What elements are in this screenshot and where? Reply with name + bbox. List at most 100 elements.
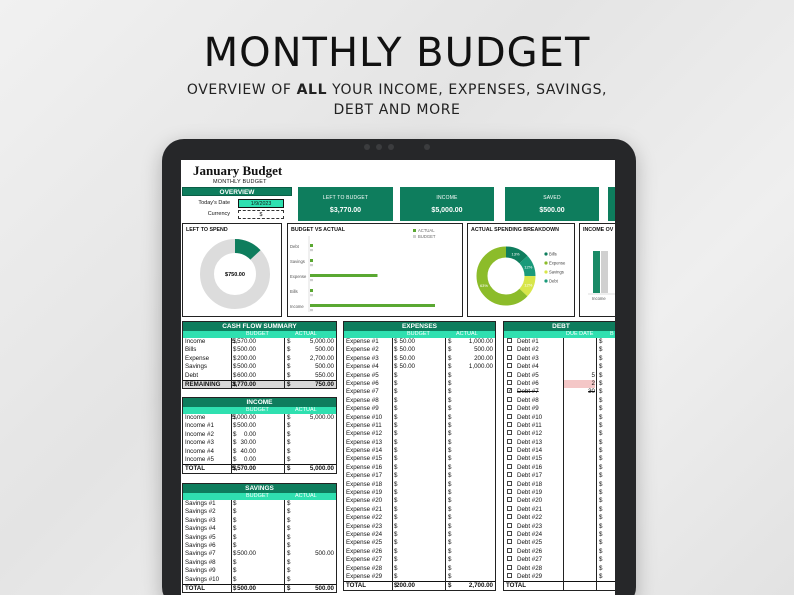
table-row[interactable]: Expense #27 $ $ [344,556,495,564]
budget-cell[interactable]: 0.00 [243,455,256,463]
table-row[interactable]: Expense #7 $ $ [344,388,495,396]
budget-cell[interactable]: 50.00 [399,363,415,371]
table-row[interactable]: Expense #20 $ $ [344,497,495,505]
checkbox[interactable] [507,514,512,520]
table-row[interactable]: Expense #25 $ $ [344,539,495,547]
actual-cell[interactable]: 500.00 [315,346,334,354]
table-row[interactable]: Debt #28 $ [504,564,615,573]
table-row[interactable]: Expense #3 $50.00 $200.00 [344,355,495,363]
budget-cell[interactable]: 500.00 [237,346,256,354]
checkbox[interactable] [507,438,512,444]
table-row[interactable]: Debt $600.00 $550.00 [183,372,336,380]
table-row[interactable]: Expense #2 $50.00 $500.00 [344,346,495,354]
table-row[interactable]: Debt #9 $ [504,405,615,413]
table-row[interactable]: Savings #7 $500.00 $500.00 [183,550,336,558]
checkbox[interactable] [507,338,512,343]
checkbox[interactable] [507,354,512,360]
checkbox[interactable] [507,346,512,352]
table-row[interactable]: Debt #16 $ [504,463,615,472]
actual-cell[interactable]: 5,000.00 [309,338,334,345]
table-row[interactable]: Expense #9 $ $ [344,405,495,413]
table-row[interactable]: Expense #23 $ $ [344,523,495,531]
table-row[interactable]: Debt #18 $ [504,480,615,489]
due-date-cell[interactable]: 5 [591,371,595,379]
checkbox[interactable] [507,455,512,461]
budget-cell[interactable]: 40.00 [240,447,256,455]
table-row[interactable]: Expense #19 $ $ [344,489,495,497]
actual-cell[interactable]: 500.00 [474,346,493,354]
budget-cell[interactable]: 500.00 [237,422,256,430]
table-row[interactable]: Debt #29 $ [504,572,615,581]
table-row[interactable]: Debt #13 $ [504,438,615,447]
table-row[interactable]: Income #2 $0.00 $ [183,431,336,439]
checkbox[interactable] [507,413,512,419]
table-row[interactable]: Debt #8 $ [504,396,615,405]
table-row[interactable]: Debt #21 $ [504,505,615,514]
table-row[interactable]: Savings #3 $ $ [183,517,336,525]
table-row[interactable]: Debt #19 $ [504,489,615,497]
budget-cell[interactable]: 600.00 [237,371,256,379]
budget-cell[interactable]: 50.00 [399,338,415,345]
table-row[interactable]: Expense #8 $ $ [344,397,495,405]
checkbox[interactable] [507,480,512,486]
actual-cell[interactable]: 550.00 [315,371,334,379]
table-row[interactable]: Expense #11 $ $ [344,422,495,430]
checkbox[interactable] [507,379,512,385]
table-row[interactable]: Savings #2 $ $ [183,508,336,516]
actual-cell[interactable]: 200.00 [474,354,493,362]
actual-cell[interactable]: 500.00 [315,550,334,558]
table-row[interactable]: Expense #6 $ $ [344,380,495,388]
table-row[interactable]: Debt #10 $ [504,413,615,422]
table-row[interactable]: Income #5 $0.00 $ [183,456,336,464]
budget-cell[interactable]: 0.00 [243,430,256,438]
table-row[interactable]: Expense #18 $ $ [344,481,495,489]
table-row[interactable]: Savings $500.00 $500.00 [183,363,336,371]
table-row[interactable]: Debt #1 $ [504,338,615,346]
table-row[interactable]: Debt #3 $ [504,354,615,363]
due-date-cell[interactable]: 2 [563,379,595,389]
budget-cell[interactable]: 500.00 [237,550,256,558]
date-input[interactable]: 1/9/2023 [238,199,284,208]
checkbox[interactable]: ✓ [507,388,513,395]
table-row[interactable]: Savings #10 $ $ [183,576,336,584]
budget-cell[interactable]: 5,570.00 [231,338,256,345]
table-row[interactable]: Expense #21 $ $ [344,506,495,514]
table-row[interactable]: Debt #6 2 $ [504,379,615,389]
table-row[interactable]: ✓ Debt #7 30 $ [504,388,615,396]
table-row[interactable]: Debt #2 $ [504,346,615,354]
table-row[interactable]: Expense $200.00 $2,700.00 [183,355,336,363]
table-row[interactable]: Savings #9 $ $ [183,567,336,575]
table-row[interactable]: Debt #23 $ [504,522,615,531]
table-row[interactable]: Debt #15 $ [504,455,615,463]
checkbox[interactable] [507,497,512,503]
table-row[interactable]: Expense #14 $ $ [344,447,495,455]
table-row[interactable]: Income $5,000.00 $5,000.00 [183,414,336,422]
actual-cell[interactable]: 5,000.00 [309,414,334,421]
table-row[interactable]: Income #1 $500.00 $ [183,422,336,430]
checkbox[interactable] [507,463,512,469]
table-row[interactable]: Savings #5 $ $ [183,534,336,542]
table-row[interactable]: Expense #15 $ $ [344,455,495,463]
table-row[interactable]: Debt #26 $ [504,547,615,556]
checkbox[interactable] [507,489,512,495]
checkbox[interactable] [507,522,512,528]
table-row[interactable]: Expense #16 $ $ [344,464,495,472]
table-row[interactable]: Expense #4 $50.00 $1,000.00 [344,363,495,371]
budget-cell[interactable]: 200.00 [237,354,256,362]
table-row[interactable]: Savings #8 $ $ [183,559,336,567]
table-row[interactable]: Debt #25 $ [504,539,615,547]
checkbox[interactable] [507,447,512,453]
checkbox[interactable] [507,396,512,402]
actual-cell[interactable]: 1,000.00 [468,338,493,345]
table-row[interactable]: Income #3 $30.00 $ [183,439,336,447]
table-row[interactable]: Savings #6 $ $ [183,542,336,550]
table-row[interactable]: Expense #1 $50.00 $1,000.00 [344,338,495,346]
budget-cell[interactable]: 30.00 [240,439,256,447]
actual-cell[interactable]: 2,700.00 [309,354,334,362]
table-row[interactable]: Expense #10 $ $ [344,414,495,422]
table-row[interactable]: Debt #14 $ [504,447,615,455]
table-row[interactable]: Bills $500.00 $500.00 [183,346,336,354]
budget-cell[interactable]: 50.00 [399,354,415,362]
table-row[interactable]: Debt #12 $ [504,430,615,438]
actual-cell[interactable]: 1,000.00 [468,363,493,371]
